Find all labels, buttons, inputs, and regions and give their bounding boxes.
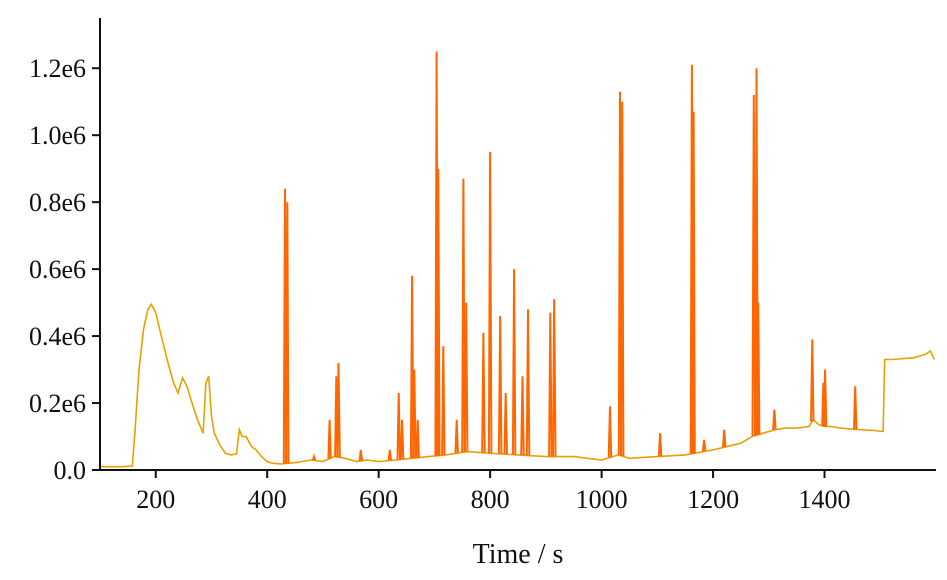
series-peak (756, 302, 761, 435)
series-peak (620, 101, 625, 457)
series-peak (657, 433, 663, 457)
series-peak (511, 269, 517, 455)
axes (99, 18, 936, 471)
series-peak (327, 419, 332, 459)
x-tick-label: 600 (359, 485, 398, 514)
series-peak (722, 429, 727, 448)
x-ticks: 200 400 600 800 1000 1200 1400 (136, 470, 851, 514)
series-peak (607, 406, 613, 458)
x-tick-label: 1000 (576, 485, 628, 514)
series-peak (454, 419, 459, 454)
series-peak (772, 409, 777, 430)
x-tick-label: 1400 (799, 485, 851, 514)
series-peak (461, 178, 466, 453)
series-peak (552, 299, 557, 457)
series-peak (487, 151, 493, 454)
y-ticks: 0.0 0.2e6 0.4e6 0.6e6 0.8e6 1.0e6 1.2e6 (29, 54, 100, 485)
x-tick-label: 1200 (687, 485, 739, 514)
y-tick-label: 0.6e6 (29, 255, 86, 284)
series-peak (387, 449, 392, 461)
series-peak (701, 439, 707, 452)
series-peak (520, 376, 525, 456)
series-peak (503, 392, 508, 455)
y-tick-label: 0.0 (54, 456, 87, 485)
y-tick-label: 1.2e6 (29, 54, 86, 83)
y-tick-label: 1.0e6 (29, 121, 86, 150)
y-tick-label: 0.8e6 (29, 188, 86, 217)
series-peak (548, 312, 553, 457)
series-peak (358, 449, 364, 462)
series-peak (497, 315, 503, 454)
x-tick-label: 200 (136, 485, 175, 514)
x-tick-label: 800 (471, 485, 510, 514)
series-peak (311, 453, 317, 461)
series-peak (412, 369, 417, 459)
series-peak (463, 302, 469, 452)
series-peak (853, 386, 858, 430)
series-peak (399, 419, 405, 460)
series-peak (285, 202, 290, 464)
series-peak (436, 168, 441, 456)
series-peak (415, 419, 420, 458)
series-peak (822, 369, 828, 427)
series-peak (525, 309, 531, 456)
series-peak (441, 346, 446, 456)
x-axis-title: Time / s (473, 539, 564, 570)
y-tick-label: 0.2e6 (29, 389, 86, 418)
plot-series (100, 51, 936, 468)
x-tick-label: 400 (248, 485, 287, 514)
series-peak (691, 111, 696, 454)
series-line-baseline (100, 302, 936, 468)
series-peak (810, 339, 815, 422)
y-tick-label: 0.4e6 (29, 322, 86, 351)
series-peak (396, 392, 401, 460)
series-peak (751, 94, 756, 437)
series-peak (409, 275, 415, 459)
series-peak (336, 362, 341, 458)
series-peak (481, 332, 486, 453)
